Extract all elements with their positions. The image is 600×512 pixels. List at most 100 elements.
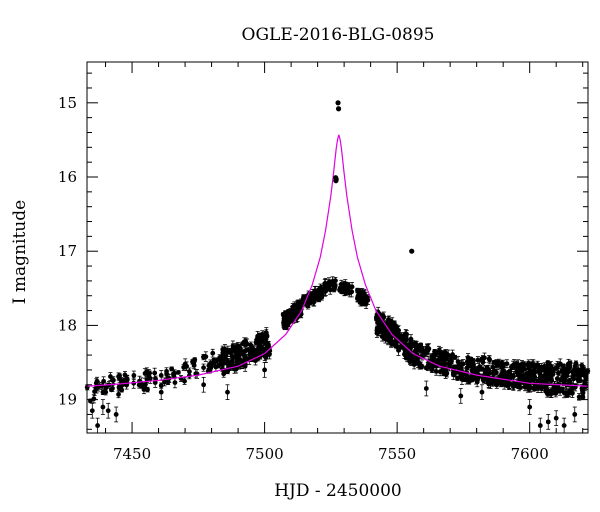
data-point xyxy=(576,393,582,401)
data-point xyxy=(290,307,295,313)
data-point xyxy=(527,399,533,415)
data-point xyxy=(390,322,396,332)
data-point xyxy=(556,368,561,379)
data-point xyxy=(470,363,476,373)
data-point xyxy=(145,386,150,393)
data-point xyxy=(436,345,442,357)
data-point xyxy=(414,340,420,350)
x-tick-label: 7600 xyxy=(511,445,549,463)
data-point xyxy=(437,367,443,377)
data-point xyxy=(220,345,226,354)
data-point xyxy=(210,348,216,358)
outlier-point xyxy=(333,178,339,184)
y-axis-label: I magnitude xyxy=(10,200,30,304)
data-point xyxy=(532,367,537,373)
data-point xyxy=(504,359,510,369)
data-point xyxy=(243,337,249,346)
data-point xyxy=(247,346,253,357)
axis-ticks: 7450 7500 7550 7600 15 16 17 18 19 xyxy=(58,62,588,463)
data-point xyxy=(531,369,537,381)
data-point xyxy=(561,417,567,434)
data-point xyxy=(407,356,413,362)
data-point xyxy=(95,417,101,434)
data-point xyxy=(423,380,429,397)
data-point xyxy=(544,389,550,398)
data-point xyxy=(225,384,230,401)
data-point xyxy=(554,385,559,394)
data-point xyxy=(158,370,164,381)
data-point xyxy=(537,375,543,380)
model-curve xyxy=(86,134,589,387)
data-point xyxy=(254,337,260,342)
data-point xyxy=(141,384,147,395)
data-point xyxy=(375,320,380,326)
data-point xyxy=(379,316,385,327)
data-point xyxy=(443,371,449,377)
outlier-points xyxy=(333,100,415,254)
y-tick-label: 18 xyxy=(58,316,77,334)
data-point xyxy=(572,406,578,423)
data-point xyxy=(386,320,392,332)
outlier-point xyxy=(409,248,415,254)
data-point xyxy=(455,356,461,368)
plot-frame xyxy=(86,61,589,434)
data-point xyxy=(435,358,441,367)
data-point xyxy=(444,356,450,361)
y-tick-label: 15 xyxy=(58,94,77,112)
x-tick-label: 7500 xyxy=(246,445,284,463)
data-point xyxy=(431,351,437,358)
data-point xyxy=(224,358,230,364)
data-point xyxy=(263,331,269,338)
data-point xyxy=(105,402,111,419)
data-point xyxy=(417,362,423,370)
data-point xyxy=(458,388,464,404)
data-point xyxy=(465,362,471,371)
data-point xyxy=(192,357,198,363)
data-point xyxy=(545,414,551,430)
y-tick-label: 19 xyxy=(58,391,77,409)
data-point xyxy=(110,376,116,384)
data-point xyxy=(131,370,137,381)
data-point xyxy=(418,342,424,348)
data-point xyxy=(316,296,322,302)
data-point xyxy=(182,377,187,385)
data-point xyxy=(325,279,331,291)
data-point xyxy=(525,362,531,368)
data-point xyxy=(553,410,559,426)
data-point xyxy=(487,355,493,365)
data-point xyxy=(305,298,311,307)
data-point xyxy=(158,384,164,401)
data-point xyxy=(534,362,540,368)
data-point xyxy=(462,377,467,383)
data-point xyxy=(242,353,247,359)
data-point xyxy=(315,291,321,298)
data-point xyxy=(262,362,268,378)
data-point xyxy=(296,304,302,313)
data-point xyxy=(169,366,175,372)
data-point xyxy=(322,286,328,297)
data-point xyxy=(232,348,238,357)
data-point xyxy=(573,360,579,367)
data-point xyxy=(101,376,107,387)
outlier-point xyxy=(335,100,341,106)
data-point xyxy=(220,353,226,362)
data-point xyxy=(172,369,177,378)
data-point xyxy=(566,378,572,384)
data-point xyxy=(222,368,228,374)
data-point xyxy=(208,363,214,370)
data-points xyxy=(84,276,591,434)
data-point xyxy=(175,370,181,375)
data-point xyxy=(228,348,233,357)
data-point xyxy=(308,294,313,304)
data-point xyxy=(560,363,566,369)
data-point xyxy=(420,347,426,354)
data-point xyxy=(520,364,526,374)
data-point xyxy=(374,328,380,338)
data-point xyxy=(100,399,106,415)
data-point xyxy=(496,358,502,366)
data-point xyxy=(100,389,106,396)
data-point xyxy=(182,358,188,370)
data-point xyxy=(139,382,144,389)
data-point xyxy=(116,390,121,399)
data-point xyxy=(238,358,244,364)
